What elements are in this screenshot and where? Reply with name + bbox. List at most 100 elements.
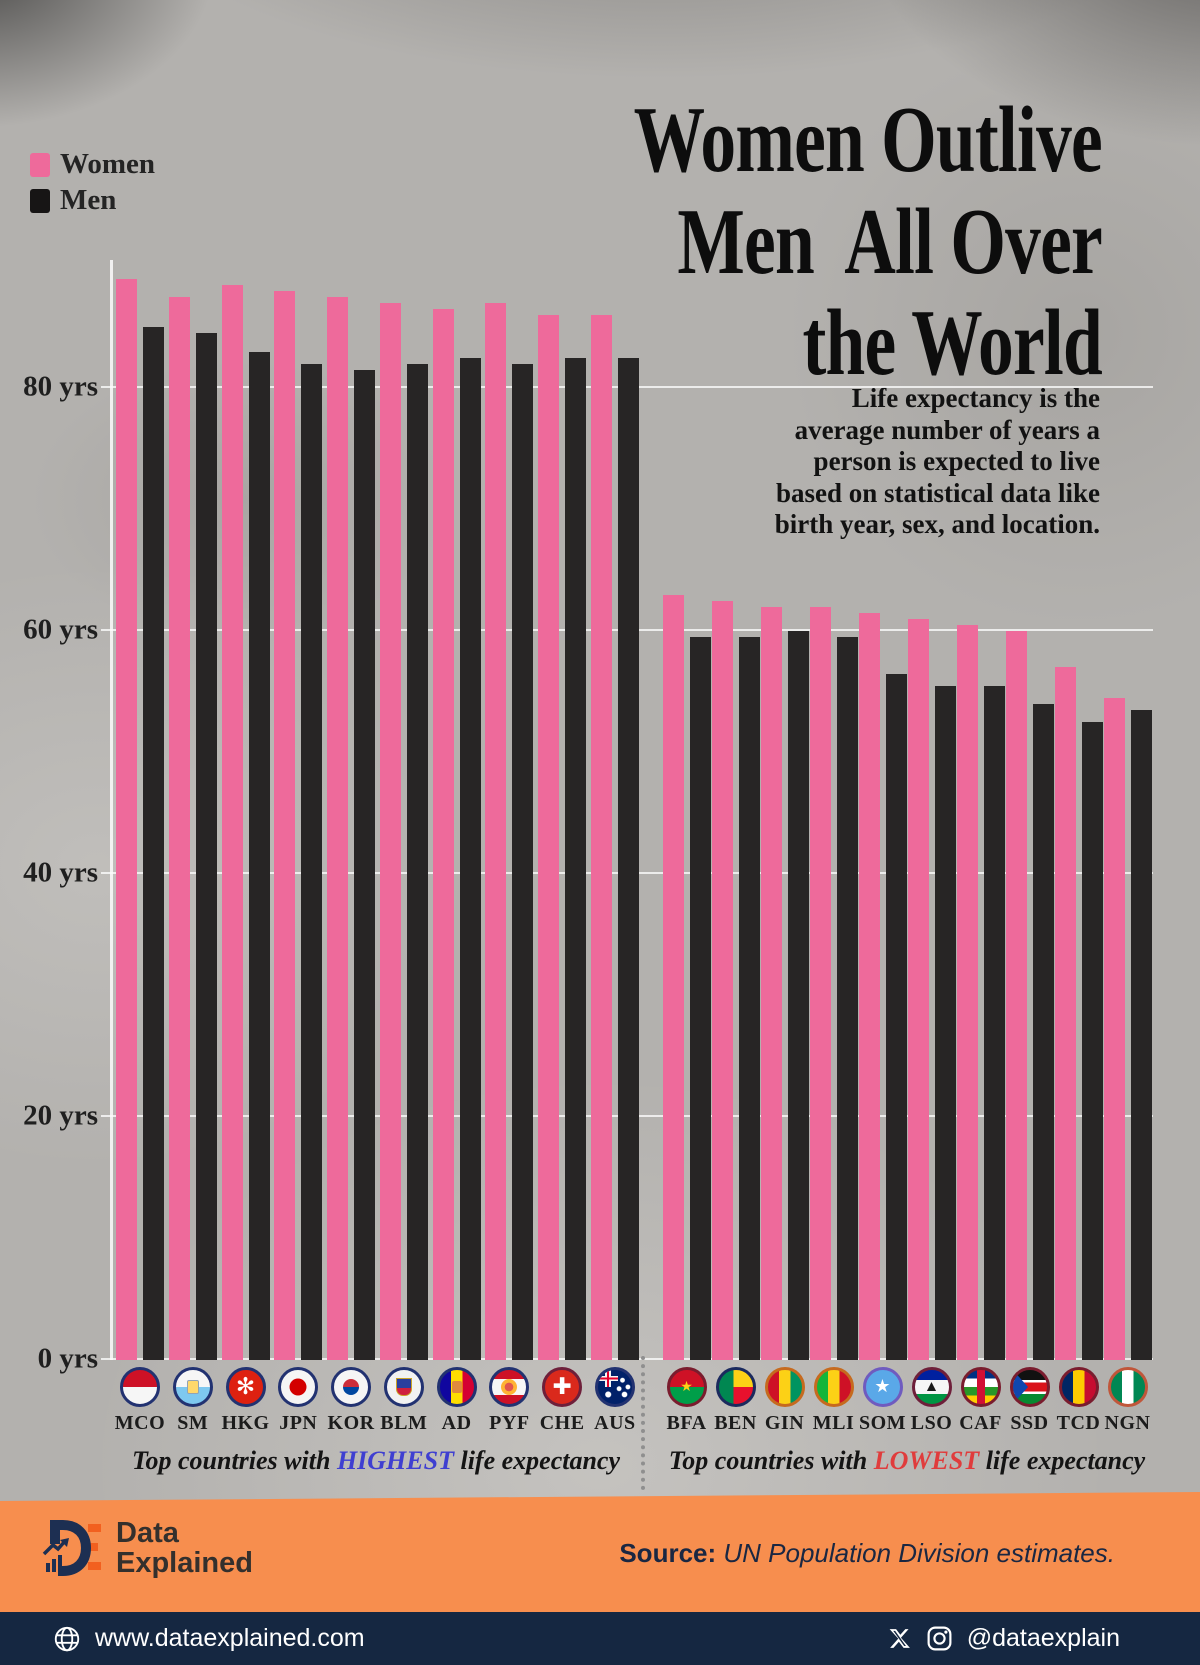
flag-PYF-icon xyxy=(489,1367,530,1407)
globe-icon xyxy=(54,1626,80,1651)
country-code-TCD: TCD xyxy=(1056,1412,1101,1434)
country-code-HKG: HKG xyxy=(221,1412,270,1434)
bar-men-AUS xyxy=(617,358,639,1360)
y-axis-line xyxy=(110,260,113,1360)
bar-women-SM xyxy=(168,297,190,1360)
y-axis-label-20: 20 yrs xyxy=(23,1099,98,1132)
flag-AUS-icon xyxy=(594,1367,635,1407)
footer-band: Data Explained Source: UN Population Div… xyxy=(0,1492,1200,1612)
source-note: Source: UN Population Division estimates… xyxy=(619,1538,1115,1569)
bar-women-AD xyxy=(432,309,454,1360)
subtitle: Life expectancy is the average number of… xyxy=(774,383,1100,540)
country-code-CHE: CHE xyxy=(539,1412,585,1434)
bar-women-LSO xyxy=(907,619,929,1360)
bar-men-PYF xyxy=(512,364,534,1360)
bar-men-KOR xyxy=(354,370,376,1360)
caption-highest-suffix: life expectancy xyxy=(453,1446,620,1475)
flag-MLI-icon xyxy=(813,1367,854,1407)
bar-men-BFA xyxy=(689,637,711,1360)
caption-highest: Top countries with HIGHEST life expectan… xyxy=(132,1446,620,1476)
bar-men-NGN xyxy=(1130,710,1152,1360)
instagram-icon[interactable] xyxy=(925,1624,954,1653)
country-code-AUS: AUS xyxy=(594,1412,636,1434)
group-divider-dotted-line xyxy=(641,1356,645,1490)
caption-lowest-suffix: life expectancy xyxy=(979,1446,1146,1475)
women-color-swatch xyxy=(30,152,50,177)
country-column-AD: AD xyxy=(432,309,482,1433)
bar-men-CAF xyxy=(983,686,1005,1360)
bar-women-JPN xyxy=(274,291,296,1360)
country-column-HKG: HKG xyxy=(221,285,271,1433)
caption-lowest-word: LOWEST xyxy=(873,1446,980,1475)
social-handle[interactable]: @dataexplain xyxy=(966,1624,1120,1652)
caption-highest-word: HIGHEST xyxy=(336,1446,454,1475)
flag-LSO-icon xyxy=(911,1367,952,1407)
bar-women-HKG xyxy=(221,285,243,1360)
flag-SSD-icon xyxy=(1009,1367,1050,1407)
country-column-MLI: MLI xyxy=(809,607,858,1433)
country-column-BFA: BFA xyxy=(662,595,711,1433)
bar-men-BLM xyxy=(406,364,428,1360)
flag-CHE-icon xyxy=(542,1367,583,1407)
country-column-SOM: SOM xyxy=(858,613,907,1433)
caption-lowest: Top countries with LOWEST life expectanc… xyxy=(669,1446,1145,1476)
flag-JPN-icon xyxy=(278,1367,319,1407)
bar-women-AUS xyxy=(590,315,612,1360)
country-code-NGN: NGN xyxy=(1104,1412,1151,1434)
legend-label-women: Women xyxy=(60,148,156,180)
bar-men-BEN xyxy=(738,637,760,1360)
country-code-GIN: GIN xyxy=(764,1412,805,1434)
country-column-AUS: AUS xyxy=(590,315,640,1433)
bar-women-TCD xyxy=(1054,667,1076,1360)
country-code-CAF: CAF xyxy=(959,1412,1002,1434)
bar-women-KOR xyxy=(327,297,349,1360)
country-column-CAF: CAF xyxy=(956,625,1005,1433)
bar-men-CHE xyxy=(565,358,587,1360)
brand-line-1: Data xyxy=(116,1516,179,1549)
men-color-swatch xyxy=(30,188,50,213)
flag-NGN-icon xyxy=(1107,1367,1148,1407)
country-column-SM: SM xyxy=(168,297,218,1433)
website-url[interactable]: www.dataexplained.com xyxy=(95,1624,365,1652)
country-column-BEN: BEN xyxy=(711,601,760,1433)
brand-line-2: Explained xyxy=(116,1547,253,1579)
bar-women-CHE xyxy=(538,315,560,1360)
flag-CAF-icon xyxy=(960,1367,1001,1407)
bar-men-MCO xyxy=(143,327,164,1360)
flag-BLM-icon xyxy=(383,1367,424,1407)
flag-BFA-icon xyxy=(666,1367,707,1407)
x-twitter-icon[interactable] xyxy=(887,1626,912,1651)
bar-men-TCD xyxy=(1081,722,1103,1360)
bar-women-NGN xyxy=(1103,698,1125,1360)
country-code-KOR: KOR xyxy=(327,1412,375,1434)
flag-HKG-icon xyxy=(225,1367,266,1407)
country-code-BFA: BFA xyxy=(666,1412,707,1434)
bar-men-SOM xyxy=(885,674,907,1360)
flag-BEN-icon xyxy=(715,1367,756,1407)
y-axis-label-0: 0 yrs xyxy=(37,1342,98,1375)
flag-SOM-icon xyxy=(862,1367,903,1407)
country-code-MCO: MCO xyxy=(114,1412,166,1434)
source-text: UN Population Division estimates. xyxy=(716,1538,1115,1568)
chart-area: 80 yrs 60 yrs 40 yrs 20 yrs 0 yrs MCO SM HKG JP… xyxy=(23,260,1153,1433)
bar-women-PYF xyxy=(485,303,507,1360)
bar-women-GIN xyxy=(760,607,782,1360)
legend-item-women: Women xyxy=(30,150,155,179)
bar-men-AD xyxy=(459,358,481,1360)
flag-GIN-icon xyxy=(764,1367,805,1407)
country-code-MLI: MLI xyxy=(812,1412,855,1434)
bar-men-SSD xyxy=(1032,704,1054,1360)
y-axis-label-60: 60 yrs xyxy=(23,613,98,646)
source-label: Source: xyxy=(619,1538,717,1568)
y-axis-label-80: 80 yrs xyxy=(23,370,98,403)
bar-women-SSD xyxy=(1005,631,1027,1360)
caption-lowest-prefix: Top countries with xyxy=(668,1446,874,1475)
country-code-SOM: SOM xyxy=(858,1412,907,1434)
country-column-TCD: TCD xyxy=(1054,667,1103,1433)
country-column-MCO: MCO xyxy=(115,279,165,1433)
country-code-PYF: PYF xyxy=(489,1412,530,1434)
country-code-JPN: JPN xyxy=(279,1412,318,1434)
country-code-BEN: BEN xyxy=(714,1412,757,1434)
